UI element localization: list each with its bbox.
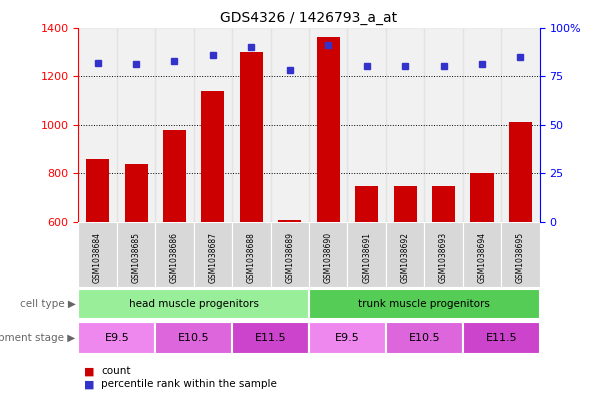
Text: E9.5: E9.5 — [104, 333, 129, 343]
FancyBboxPatch shape — [386, 322, 463, 354]
FancyBboxPatch shape — [194, 222, 232, 287]
Bar — [501, 28, 540, 222]
Text: ■: ■ — [84, 366, 95, 376]
Bar — [78, 28, 117, 222]
FancyBboxPatch shape — [309, 322, 386, 354]
Text: GSM1038694: GSM1038694 — [478, 232, 487, 283]
Text: E10.5: E10.5 — [178, 333, 209, 343]
Bar — [425, 28, 463, 222]
Text: E11.5: E11.5 — [255, 333, 286, 343]
FancyBboxPatch shape — [463, 322, 540, 354]
Bar — [432, 186, 455, 222]
Text: GSM1038693: GSM1038693 — [439, 232, 448, 283]
Text: GSM1038688: GSM1038688 — [247, 232, 256, 283]
Bar — [394, 186, 417, 222]
Bar — [240, 52, 263, 222]
Text: GSM1038687: GSM1038687 — [209, 232, 218, 283]
FancyBboxPatch shape — [271, 222, 309, 287]
FancyBboxPatch shape — [78, 322, 156, 354]
Text: cell type ▶: cell type ▶ — [19, 299, 75, 309]
Bar — [124, 163, 148, 222]
Text: GSM1038684: GSM1038684 — [93, 232, 102, 283]
FancyBboxPatch shape — [501, 222, 540, 287]
Bar — [470, 173, 494, 222]
Bar — [463, 28, 501, 222]
FancyBboxPatch shape — [78, 222, 117, 287]
Text: GSM1038689: GSM1038689 — [285, 232, 294, 283]
FancyBboxPatch shape — [309, 222, 347, 287]
Text: GSM1038692: GSM1038692 — [400, 232, 409, 283]
Text: E9.5: E9.5 — [335, 333, 360, 343]
Bar — [309, 28, 347, 222]
Bar — [386, 28, 425, 222]
Text: GSM1038690: GSM1038690 — [324, 232, 333, 283]
Text: percentile rank within the sample: percentile rank within the sample — [101, 379, 277, 389]
Bar — [509, 122, 532, 222]
Text: GSM1038685: GSM1038685 — [131, 232, 140, 283]
FancyBboxPatch shape — [386, 222, 425, 287]
Text: trunk muscle progenitors: trunk muscle progenitors — [358, 299, 490, 309]
Text: ■: ■ — [84, 379, 95, 389]
FancyBboxPatch shape — [232, 222, 271, 287]
FancyBboxPatch shape — [156, 322, 232, 354]
Bar — [355, 186, 378, 222]
Bar — [194, 28, 232, 222]
Bar — [347, 28, 386, 222]
Text: GSM1038686: GSM1038686 — [170, 232, 179, 283]
Text: count: count — [101, 366, 131, 376]
Bar — [271, 28, 309, 222]
FancyBboxPatch shape — [425, 222, 463, 287]
Title: GDS4326 / 1426793_a_at: GDS4326 / 1426793_a_at — [221, 11, 397, 25]
FancyBboxPatch shape — [232, 322, 309, 354]
Bar — [317, 37, 340, 222]
Bar — [163, 130, 186, 222]
Bar — [156, 28, 194, 222]
Text: development stage ▶: development stage ▶ — [0, 333, 75, 343]
Bar — [279, 220, 302, 222]
FancyBboxPatch shape — [156, 222, 194, 287]
FancyBboxPatch shape — [347, 222, 386, 287]
Text: GSM1038691: GSM1038691 — [362, 232, 371, 283]
Text: E10.5: E10.5 — [409, 333, 440, 343]
Text: GSM1038695: GSM1038695 — [516, 232, 525, 283]
Bar — [117, 28, 156, 222]
Bar — [201, 91, 224, 222]
FancyBboxPatch shape — [463, 222, 501, 287]
FancyBboxPatch shape — [78, 288, 309, 319]
FancyBboxPatch shape — [309, 288, 540, 319]
Bar — [232, 28, 271, 222]
FancyBboxPatch shape — [117, 222, 156, 287]
Text: E11.5: E11.5 — [485, 333, 517, 343]
Text: head muscle progenitors: head muscle progenitors — [128, 299, 259, 309]
Bar — [86, 159, 109, 222]
